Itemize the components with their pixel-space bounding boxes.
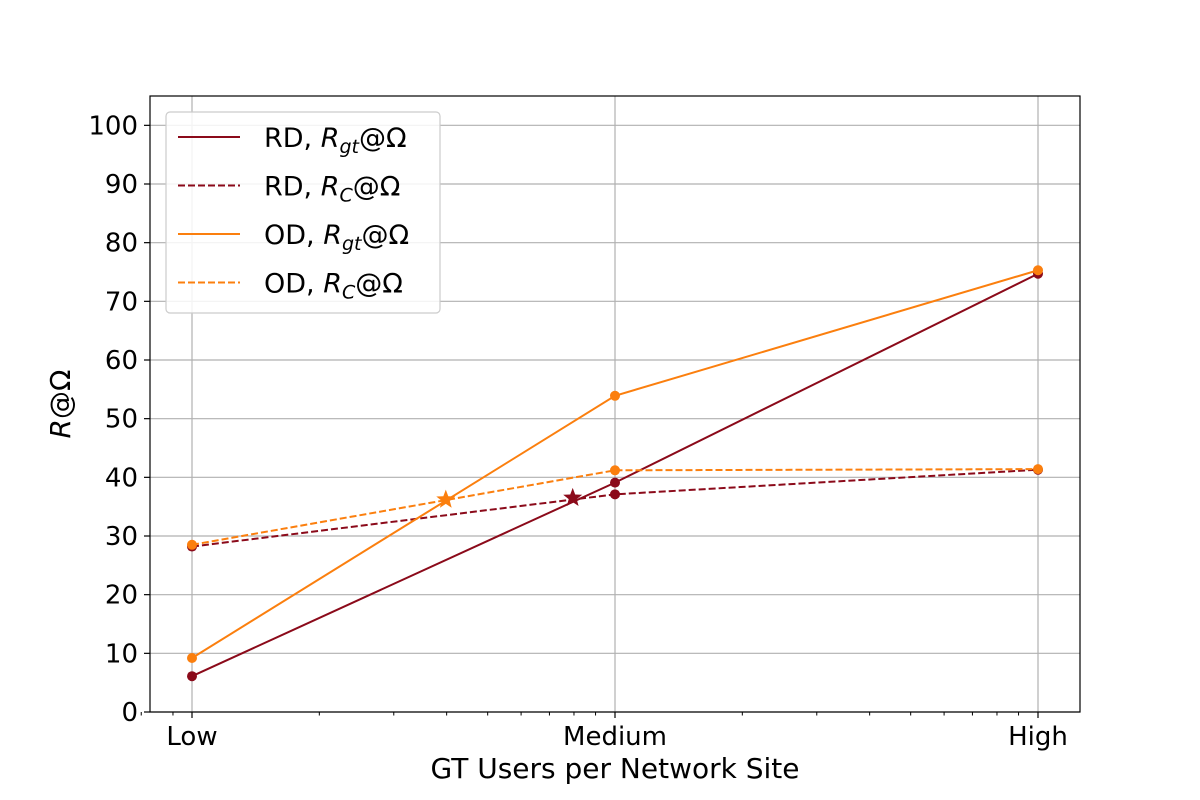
intersection-star-marker bbox=[563, 487, 583, 506]
data-point bbox=[1033, 265, 1043, 276]
y-tick-label: 60 bbox=[105, 346, 138, 376]
y-axis-ticks: 0 10 20 30 40 50 60 70 80 90 100 bbox=[88, 111, 150, 728]
x-tick-label: Low bbox=[166, 722, 217, 752]
data-point bbox=[610, 465, 620, 476]
y-tick-label: 40 bbox=[105, 463, 138, 493]
y-tick-label: 90 bbox=[105, 170, 138, 200]
data-point bbox=[1033, 464, 1043, 475]
legend-box bbox=[165, 111, 441, 314]
data-point bbox=[610, 489, 620, 500]
x-tick-label: Medium bbox=[563, 722, 667, 752]
y-axis-label: R@Ω bbox=[44, 370, 77, 439]
series-lines bbox=[187, 265, 1043, 682]
legend: RD, Rgt@Ω RD, RC@Ω OD, Rgt@Ω OD, RC@Ω bbox=[165, 111, 441, 314]
intersection-star-marker bbox=[436, 489, 456, 508]
y-tick-label: 50 bbox=[105, 405, 138, 435]
legend-entry-label: RD, Rgt@Ω bbox=[264, 123, 407, 158]
y-tick-label: 0 bbox=[121, 698, 138, 728]
x-tick-label: High bbox=[1008, 722, 1068, 752]
y-tick-label: 30 bbox=[105, 522, 138, 552]
y-tick-label: 70 bbox=[105, 287, 138, 317]
legend-entry-label: OD, Rgt@Ω bbox=[264, 220, 409, 255]
legend-entry-label: RD, RC@Ω bbox=[264, 172, 400, 207]
data-point bbox=[610, 390, 620, 401]
data-point bbox=[187, 653, 197, 664]
data-point bbox=[610, 477, 620, 488]
x-axis-ticks: Low Medium High bbox=[140, 712, 1068, 752]
y-tick-label: 20 bbox=[105, 581, 138, 611]
y-tick-label: 80 bbox=[105, 229, 138, 259]
plot-frame bbox=[149, 95, 1081, 713]
series-line-4 bbox=[191, 468, 1039, 546]
x-axis-label: GT Users per Network Site bbox=[431, 752, 800, 785]
legend-entry-label: OD, RC@Ω bbox=[264, 269, 403, 304]
y-tick-label: 10 bbox=[105, 639, 138, 669]
y-tick-label: 100 bbox=[88, 111, 138, 141]
data-point bbox=[187, 671, 197, 682]
data-point bbox=[187, 539, 197, 550]
